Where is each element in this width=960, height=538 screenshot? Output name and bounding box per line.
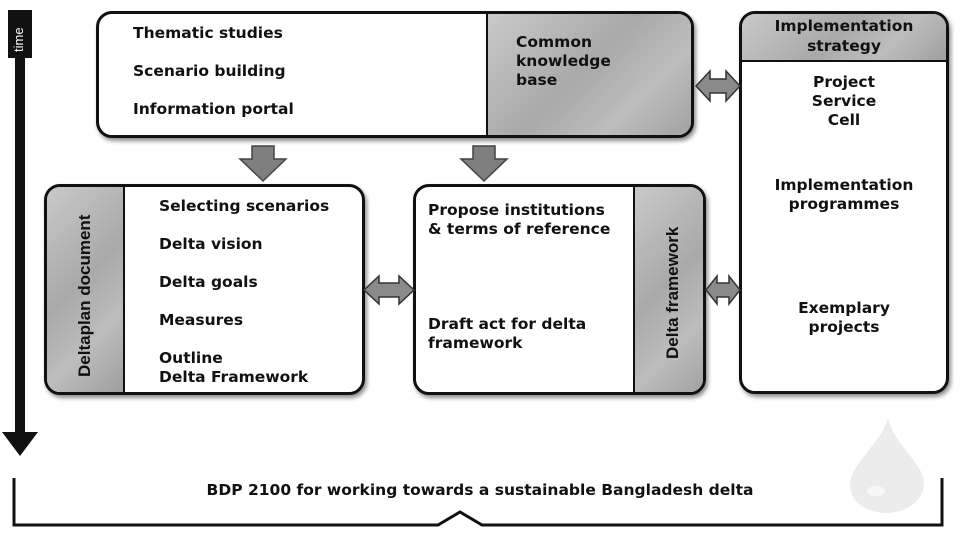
implementation-header-line-2: strategy: [807, 37, 881, 55]
outline-line-1: Outline: [159, 349, 223, 367]
propose-institutions-line-1: Propose institutions: [428, 201, 605, 219]
exemplary-projects-line-2: projects: [808, 318, 880, 336]
common-knowledge-line-1: Common: [516, 33, 593, 51]
draft-act-line-1: Draft act for delta: [428, 315, 587, 333]
exemplary-projects-line-1: Exemplary: [798, 299, 890, 317]
common-knowledge-line-3: base: [516, 71, 558, 89]
scenario-building: Scenario building: [133, 62, 286, 80]
thematic-studies: Thematic studies: [133, 24, 283, 42]
water-drop-icon: [850, 417, 924, 513]
implementation-header-line-1: Implementation: [774, 17, 914, 35]
project-service-line-3: Cell: [827, 111, 861, 129]
selecting-scenarios: Selecting scenarios: [159, 197, 330, 215]
project-service-line-1: Project: [812, 73, 876, 91]
implementation-programmes-line-2: programmes: [788, 195, 900, 213]
down-arrow-right: [459, 145, 509, 183]
implementation-programmes-line-1: Implementation: [774, 176, 914, 194]
framework-box: Propose institutions & terms of referenc…: [413, 184, 706, 395]
double-arrow-bottom-right: [705, 273, 741, 307]
double-arrow-top-right: [694, 69, 742, 103]
down-arrow-left: [238, 145, 288, 183]
information-portal: Information portal: [133, 100, 294, 118]
implementation-header: Implementation strategy: [742, 14, 946, 62]
draft-act-line-2: framework: [428, 334, 523, 352]
top-box: Thematic studies Scenario building Infor…: [96, 11, 694, 138]
implementation-box: Implementation strategy Project Service …: [739, 11, 949, 394]
deltaplan-side-panel: [47, 187, 125, 392]
project-service-line-2: Service: [811, 92, 877, 110]
delta-vision: Delta vision: [159, 235, 263, 253]
outline-line-2: Delta Framework: [159, 368, 309, 386]
common-knowledge-panel: Common knowledge base: [486, 14, 691, 135]
common-knowledge-line-2: knowledge: [516, 52, 611, 70]
framework-side-panel: [633, 187, 703, 392]
bottom-caption: BDP 2100 for working towards a sustainab…: [206, 481, 754, 499]
delta-goals: Delta goals: [159, 273, 258, 291]
time-label-box: [8, 10, 32, 58]
double-arrow-middle: [362, 274, 416, 306]
propose-institutions-line-2: & terms of reference: [428, 220, 611, 238]
measures: Measures: [159, 311, 244, 329]
deltaplan-box: Deltaplan document Selecting scenarios D…: [44, 184, 365, 395]
